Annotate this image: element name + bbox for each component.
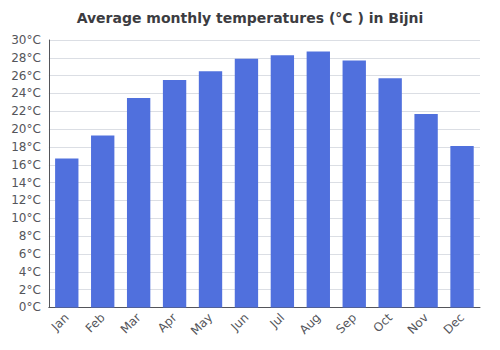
svg-text:22°C: 22°C bbox=[11, 104, 41, 118]
svg-text:Mar: Mar bbox=[118, 310, 144, 336]
svg-text:14°C: 14°C bbox=[11, 176, 41, 190]
svg-text:12°C: 12°C bbox=[11, 193, 41, 207]
svg-text:Sep: Sep bbox=[333, 311, 359, 337]
svg-text:Jun: Jun bbox=[228, 311, 252, 335]
svg-text:May: May bbox=[188, 311, 215, 338]
svg-text:26°C: 26°C bbox=[11, 69, 41, 83]
svg-text:Average monthly temperatures (: Average monthly temperatures (°C ) in Bi… bbox=[77, 10, 424, 26]
svg-text:2°C: 2°C bbox=[19, 283, 41, 297]
svg-text:6°C: 6°C bbox=[19, 247, 41, 261]
svg-text:Feb: Feb bbox=[83, 311, 108, 336]
svg-text:10°C: 10°C bbox=[11, 211, 41, 225]
svg-text:16°C: 16°C bbox=[11, 158, 41, 172]
svg-text:Aug: Aug bbox=[297, 311, 323, 337]
svg-text:28°C: 28°C bbox=[11, 51, 41, 65]
svg-text:0°C: 0°C bbox=[19, 300, 41, 314]
svg-text:Dec: Dec bbox=[441, 311, 467, 337]
svg-text:24°C: 24°C bbox=[11, 86, 41, 100]
svg-text:Nov: Nov bbox=[405, 311, 431, 337]
svg-text:8°C: 8°C bbox=[19, 229, 41, 243]
svg-text:Jan: Jan bbox=[48, 311, 72, 335]
svg-text:4°C: 4°C bbox=[19, 265, 41, 279]
svg-text:20°C: 20°C bbox=[11, 122, 41, 136]
svg-text:30°C: 30°C bbox=[11, 33, 41, 47]
svg-text:Apr: Apr bbox=[155, 310, 180, 335]
svg-text:Oct: Oct bbox=[371, 310, 396, 335]
svg-text:18°C: 18°C bbox=[11, 140, 41, 154]
svg-text:Jul: Jul bbox=[266, 311, 287, 332]
